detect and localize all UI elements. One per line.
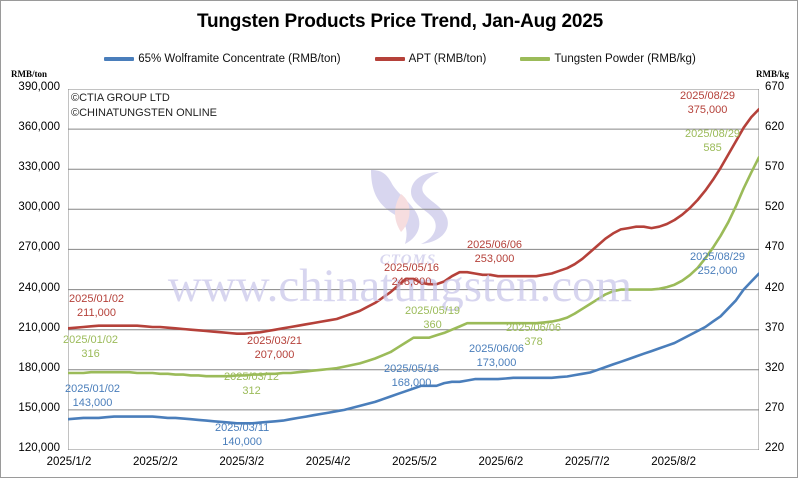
right-axis-tick: 370 bbox=[765, 321, 785, 334]
left-axis-tick: 300,000 bbox=[18, 201, 60, 214]
data-label: 2025/03/11 140,000 bbox=[215, 421, 269, 449]
left-axis-unit: RMB/ton bbox=[11, 69, 47, 79]
data-label-value: 312 bbox=[242, 385, 261, 397]
left-axis-tick: 210,000 bbox=[18, 321, 60, 334]
x-axis-tick: 2025/7/2 bbox=[564, 456, 610, 468]
copyright-line-2: ©CHINATUNGSTEN ONLINE bbox=[71, 107, 218, 119]
data-label-value: 248,000 bbox=[391, 276, 432, 288]
data-label-date: 2025/08/29 bbox=[680, 90, 736, 102]
data-label-date: 2025/06/06 bbox=[467, 239, 523, 251]
x-axis-tick: 2025/1/2 bbox=[46, 456, 92, 468]
legend-label-apt: APT (RMB/ton) bbox=[408, 53, 487, 65]
series-line-apt bbox=[68, 107, 759, 335]
data-label-value: 585 bbox=[703, 142, 722, 154]
data-label: 2025/06/06 253,000 bbox=[467, 238, 522, 266]
data-label: 2025/08/29 375,000 bbox=[680, 89, 735, 117]
right-axis-unit: RMB/kg bbox=[755, 69, 789, 79]
legend-item-wolframite[interactable]: 65% Wolframite Concentrate (RMB/ton) bbox=[104, 53, 341, 65]
x-axis-tick: 2025/4/2 bbox=[305, 456, 351, 468]
legend-swatch-powder bbox=[520, 57, 551, 61]
data-label-value: 316 bbox=[81, 348, 100, 360]
data-label: 2025/05/19 360 bbox=[405, 304, 460, 332]
x-axis-tick: 2025/6/2 bbox=[478, 456, 524, 468]
right-axis-tick: 620 bbox=[765, 121, 785, 134]
data-label-date: 2025/05/16 bbox=[384, 363, 440, 375]
copyright-line-1: ©CTIA GROUP LTD bbox=[71, 92, 170, 104]
left-axis-tick: 330,000 bbox=[18, 161, 60, 174]
copyright-notice: ©CTIA GROUP LTD ©CHINATUNGSTEN ONLINE bbox=[71, 91, 217, 121]
legend-label-wolframite: 65% Wolframite Concentrate (RMB/ton) bbox=[138, 53, 341, 65]
data-label: 2025/08/29 585 bbox=[685, 127, 740, 155]
left-axis-tick: 270,000 bbox=[18, 241, 60, 254]
data-label: 2025/01/02 143,000 bbox=[65, 382, 120, 410]
data-label-value: 207,000 bbox=[254, 349, 295, 361]
left-axis-tick: 120,000 bbox=[18, 442, 60, 454]
right-axis-tick: 520 bbox=[765, 201, 785, 214]
right-axis-tick: 670 bbox=[765, 81, 785, 93]
x-axis-tick: 2025/8/2 bbox=[651, 456, 696, 468]
data-label-date: 2025/08/29 bbox=[690, 251, 746, 263]
data-label: 2025/06/06 173,000 bbox=[469, 342, 524, 370]
data-label: 2025/05/16 248,000 bbox=[384, 261, 439, 289]
data-label-date: 2025/03/11 bbox=[215, 422, 270, 434]
legend-item-apt[interactable]: APT (RMB/ton) bbox=[374, 53, 487, 65]
right-axis-tick: 270 bbox=[765, 401, 785, 414]
right-axis-tick: 320 bbox=[765, 361, 785, 374]
x-axis-tick: 2025/3/2 bbox=[219, 456, 265, 468]
data-label-value: 378 bbox=[524, 336, 543, 348]
right-axis-tick: 420 bbox=[765, 281, 785, 294]
data-label-value: 173,000 bbox=[476, 357, 517, 369]
legend-item-powder[interactable]: Tungsten Powder (RMB/kg) bbox=[520, 53, 696, 65]
data-label-date: 2025/05/19 bbox=[405, 305, 461, 317]
legend-label-powder: Tungsten Powder (RMB/kg) bbox=[554, 53, 696, 65]
data-label-date: 2025/05/16 bbox=[384, 262, 440, 274]
page-title: Tungsten Products Price Trend, Jan-Aug 2… bbox=[197, 11, 603, 32]
data-label-value: 140,000 bbox=[222, 436, 262, 448]
left-axis-tick: 360,000 bbox=[18, 121, 60, 134]
data-label: 2025/01/02 211,000 bbox=[69, 292, 124, 320]
chart-legend: 65% Wolframite Concentrate (RMB/ton) APT… bbox=[1, 53, 799, 65]
data-label: 2025/05/16 168,000 bbox=[384, 362, 439, 390]
data-label: 2025/06/06 378 bbox=[506, 321, 561, 349]
data-label-value: 360 bbox=[423, 319, 442, 331]
right-axis-tick: 570 bbox=[765, 161, 785, 174]
data-label-date: 2025/01/02 bbox=[69, 293, 125, 305]
data-label: 2025/03/21 207,000 bbox=[247, 334, 302, 362]
data-label-date: 2025/08/29 bbox=[685, 128, 741, 140]
legend-swatch-wolframite bbox=[104, 57, 135, 61]
series-line-wolframite bbox=[68, 272, 759, 425]
series-line-powder bbox=[68, 155, 759, 378]
data-label-date: 2025/03/12 bbox=[224, 371, 280, 383]
data-label-date: 2025/06/06 bbox=[469, 343, 525, 355]
data-label-date: 2025/01/02 bbox=[63, 334, 119, 346]
left-axis-tick: 390,000 bbox=[18, 81, 60, 93]
data-label-value: 211,000 bbox=[77, 307, 116, 319]
data-label-value: 375,000 bbox=[687, 104, 728, 116]
right-axis-tick: 470 bbox=[765, 241, 785, 254]
x-axis-tick: 2025/5/2 bbox=[392, 456, 437, 468]
legend-swatch-apt bbox=[374, 57, 405, 61]
data-label: 2025/03/12 312 bbox=[224, 370, 279, 398]
data-label: 2025/08/29 252,000 bbox=[690, 250, 745, 278]
left-axis-tick: 180,000 bbox=[18, 361, 60, 374]
data-label-date: 2025/06/06 bbox=[506, 322, 562, 334]
data-label-value: 253,000 bbox=[474, 253, 515, 265]
data-label-date: 2025/03/21 bbox=[247, 335, 303, 347]
data-label-value: 143,000 bbox=[72, 397, 113, 409]
right-axis-tick: 220 bbox=[765, 442, 785, 454]
data-label: 2025/01/02 316 bbox=[63, 333, 118, 361]
data-label-value: 168,000 bbox=[391, 377, 432, 389]
data-label-date: 2025/01/02 bbox=[65, 383, 121, 395]
left-axis-tick: 150,000 bbox=[18, 401, 60, 414]
x-axis-tick: 2025/2/2 bbox=[132, 456, 178, 468]
plot-area bbox=[68, 89, 759, 450]
data-label-value: 252,000 bbox=[697, 265, 738, 277]
left-axis-tick: 240,000 bbox=[18, 281, 60, 294]
